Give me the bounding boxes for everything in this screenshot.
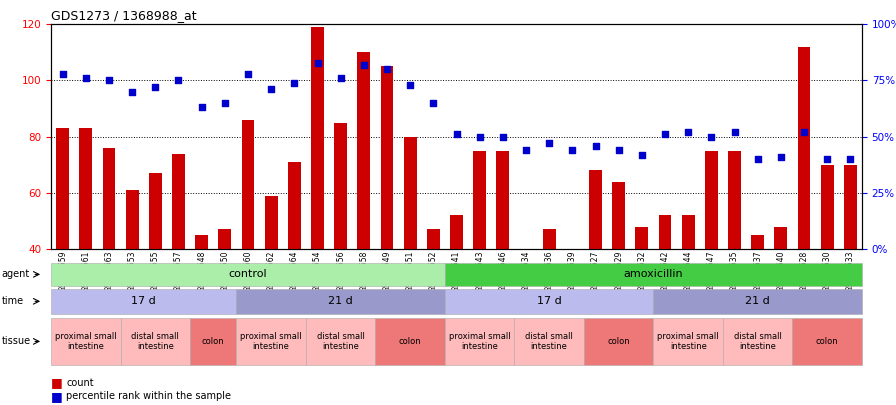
Text: time: time (2, 296, 24, 306)
Point (472, 133, 487, 140)
Text: distal small
intestine: distal small intestine (132, 332, 179, 351)
Bar (496, 151, 509, 249)
Bar (844, 165, 857, 249)
Text: distal small
intestine: distal small intestine (734, 332, 781, 351)
Point (519, 147, 533, 153)
Point (774, 153, 788, 160)
Point (194, 104, 209, 111)
Point (681, 129, 695, 135)
Bar (195, 235, 208, 249)
Point (380, 66, 394, 72)
Bar (311, 27, 323, 249)
Text: colon: colon (399, 337, 421, 346)
Bar (774, 226, 788, 249)
Text: control: control (228, 269, 267, 279)
Bar (381, 66, 393, 249)
Point (751, 156, 765, 162)
Text: colon: colon (607, 337, 630, 346)
Bar (797, 47, 810, 249)
Point (843, 156, 857, 162)
Point (148, 84, 162, 90)
Point (56, 70, 70, 77)
Point (728, 129, 742, 135)
Point (450, 131, 464, 138)
Bar (172, 153, 185, 249)
Point (288, 79, 302, 86)
Point (426, 100, 441, 106)
Point (241, 70, 255, 77)
Bar (219, 229, 231, 249)
Bar (358, 52, 370, 249)
Bar (404, 136, 417, 249)
Bar (520, 249, 532, 263)
Text: count: count (66, 378, 94, 388)
Point (797, 129, 811, 135)
Bar (427, 229, 440, 249)
Bar (612, 181, 625, 249)
Bar (149, 173, 161, 249)
Text: 21 d: 21 d (745, 296, 770, 306)
Bar (450, 215, 463, 249)
Text: tissue: tissue (2, 337, 31, 346)
Bar (80, 128, 92, 249)
Text: proximal small
intestine: proximal small intestine (449, 332, 511, 351)
Bar (705, 151, 718, 249)
Text: percentile rank within the sample: percentile rank within the sample (66, 391, 231, 401)
Bar (242, 120, 254, 249)
Bar (821, 165, 833, 249)
Point (79, 75, 93, 81)
Text: agent: agent (2, 269, 30, 279)
Text: 17 d: 17 d (537, 296, 562, 306)
Point (495, 133, 510, 140)
Text: distal small
intestine: distal small intestine (316, 332, 365, 351)
Point (125, 88, 140, 95)
Point (310, 59, 324, 66)
Bar (635, 226, 648, 249)
Bar (659, 215, 671, 249)
Bar (103, 148, 116, 249)
Point (264, 86, 279, 93)
Bar (288, 162, 301, 249)
Text: colon: colon (202, 337, 225, 346)
Text: proximal small
intestine: proximal small intestine (240, 332, 302, 351)
Text: GDS1273 / 1368988_at: GDS1273 / 1368988_at (51, 9, 197, 22)
Text: distal small
intestine: distal small intestine (525, 332, 573, 351)
Point (333, 75, 348, 81)
Text: ■: ■ (51, 390, 63, 403)
Bar (56, 128, 69, 249)
Text: colon: colon (816, 337, 839, 346)
Bar (682, 215, 694, 249)
Text: 17 d: 17 d (132, 296, 156, 306)
Point (171, 77, 185, 84)
Point (704, 133, 719, 140)
Point (218, 100, 232, 106)
Bar (473, 151, 486, 249)
Bar (566, 249, 579, 258)
Point (565, 147, 580, 153)
Text: 21 d: 21 d (328, 296, 353, 306)
Text: proximal small
intestine: proximal small intestine (658, 332, 719, 351)
Bar (752, 235, 764, 249)
Point (102, 77, 116, 84)
Point (357, 62, 371, 68)
Point (589, 143, 603, 149)
Point (403, 82, 418, 88)
Point (542, 140, 556, 147)
Point (634, 151, 649, 158)
Bar (334, 123, 347, 249)
Point (820, 156, 834, 162)
Bar (265, 196, 278, 249)
Text: ■: ■ (51, 376, 63, 389)
Bar (590, 171, 602, 249)
Text: amoxicillin: amoxicillin (624, 269, 684, 279)
Bar (728, 151, 741, 249)
Point (658, 131, 672, 138)
Bar (125, 190, 139, 249)
Bar (543, 229, 556, 249)
Point (612, 147, 626, 153)
Text: proximal small
intestine: proximal small intestine (55, 332, 116, 351)
